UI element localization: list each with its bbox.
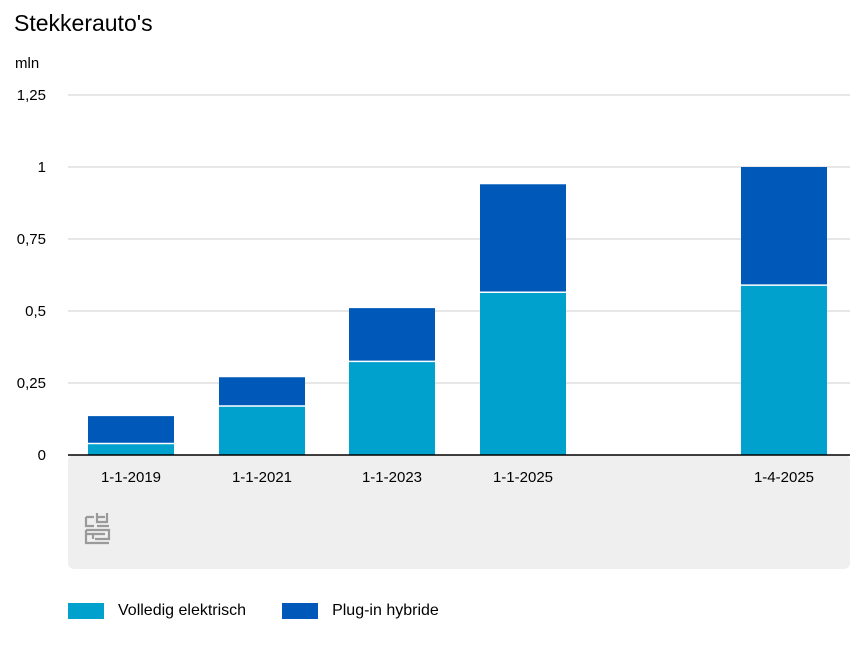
cbs-logo-icon	[84, 513, 111, 545]
y-tick-label: 1	[38, 159, 46, 176]
legend: Volledig elektrisch Plug-in hybride	[68, 602, 475, 620]
bar-volledig-elektrisch	[219, 406, 305, 455]
legend-label-plug-in-hybride: Plug-in hybride	[332, 602, 439, 619]
x-tick-label: 1-4-2025	[754, 469, 814, 486]
bar-plug-in-hybride	[349, 308, 435, 362]
bar-plug-in-hybride	[88, 416, 174, 444]
y-tick-label: 0	[38, 447, 46, 464]
bar-plug-in-hybride	[219, 377, 305, 407]
chart-title: Stekkerauto's	[14, 10, 153, 36]
legend-swatch-volledig-elektrisch	[68, 603, 104, 619]
y-tick-label: 1,25	[17, 87, 46, 104]
x-tick-label: 1-1-2019	[101, 469, 161, 486]
bar-volledig-elektrisch	[349, 361, 435, 455]
bar-plug-in-hybride	[480, 184, 566, 293]
y-tick-label: 0,75	[17, 231, 46, 248]
bar-layer	[68, 167, 850, 456]
legend-item-plug-in-hybride: Plug-in hybride	[282, 602, 439, 620]
legend-label-volledig-elektrisch: Volledig elektrisch	[118, 602, 247, 619]
bar-volledig-elektrisch	[480, 292, 566, 455]
x-tick-label: 1-1-2025	[493, 469, 553, 486]
y-tick-label: 0,25	[17, 375, 46, 392]
bar-plug-in-hybride	[741, 167, 827, 286]
x-tick-label: 1-1-2021	[232, 469, 292, 486]
bar-volledig-elektrisch	[741, 285, 827, 455]
grid-layer	[68, 94, 850, 384]
x-axis-panel	[68, 455, 850, 569]
chart-canvas: 0 0,25 0,5 0,75 1 1,25 1-1-2019 1-1-2021 1-1-202…	[17, 87, 850, 569]
y-tick-label: 0,5	[25, 303, 46, 320]
legend-item-volledig-elektrisch: Volledig elektrisch	[68, 602, 246, 620]
bar-volledig-elektrisch	[88, 443, 174, 455]
x-tick-label: 1-1-2023	[362, 469, 422, 486]
label-layer: 0 0,25 0,5 0,75 1 1,25 1-1-2019 1-1-2021 1-1-202…	[17, 87, 814, 486]
y-axis-unit-label: mln	[15, 55, 40, 72]
legend-swatch-plug-in-hybride	[282, 603, 319, 619]
